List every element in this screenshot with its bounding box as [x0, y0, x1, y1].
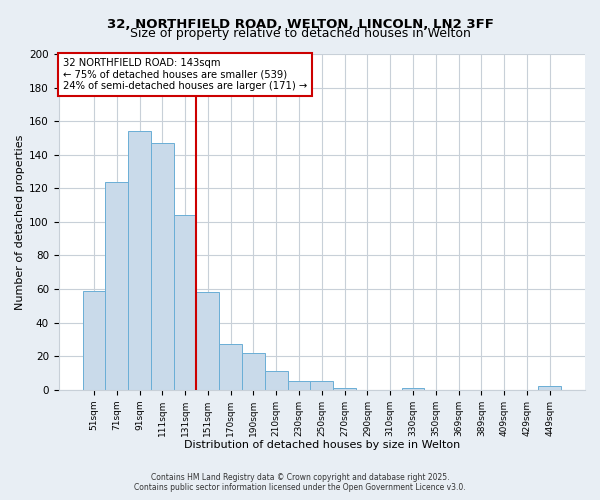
Bar — [219, 344, 242, 390]
Bar — [128, 131, 151, 390]
Bar — [287, 382, 310, 390]
Bar — [174, 215, 196, 390]
Text: 32, NORTHFIELD ROAD, WELTON, LINCOLN, LN2 3FF: 32, NORTHFIELD ROAD, WELTON, LINCOLN, LN… — [107, 18, 493, 30]
Bar — [83, 290, 106, 390]
Y-axis label: Number of detached properties: Number of detached properties — [15, 134, 25, 310]
Bar — [401, 388, 424, 390]
Bar — [151, 143, 174, 390]
Bar — [106, 182, 128, 390]
Bar — [538, 386, 561, 390]
Bar — [310, 382, 333, 390]
Bar — [265, 372, 287, 390]
Bar — [196, 292, 219, 390]
Bar — [333, 388, 356, 390]
Text: 32 NORTHFIELD ROAD: 143sqm
← 75% of detached houses are smaller (539)
24% of sem: 32 NORTHFIELD ROAD: 143sqm ← 75% of deta… — [63, 58, 307, 92]
Text: Size of property relative to detached houses in Welton: Size of property relative to detached ho… — [130, 28, 470, 40]
Bar — [242, 353, 265, 390]
X-axis label: Distribution of detached houses by size in Welton: Distribution of detached houses by size … — [184, 440, 460, 450]
Text: Contains HM Land Registry data © Crown copyright and database right 2025.
Contai: Contains HM Land Registry data © Crown c… — [134, 473, 466, 492]
